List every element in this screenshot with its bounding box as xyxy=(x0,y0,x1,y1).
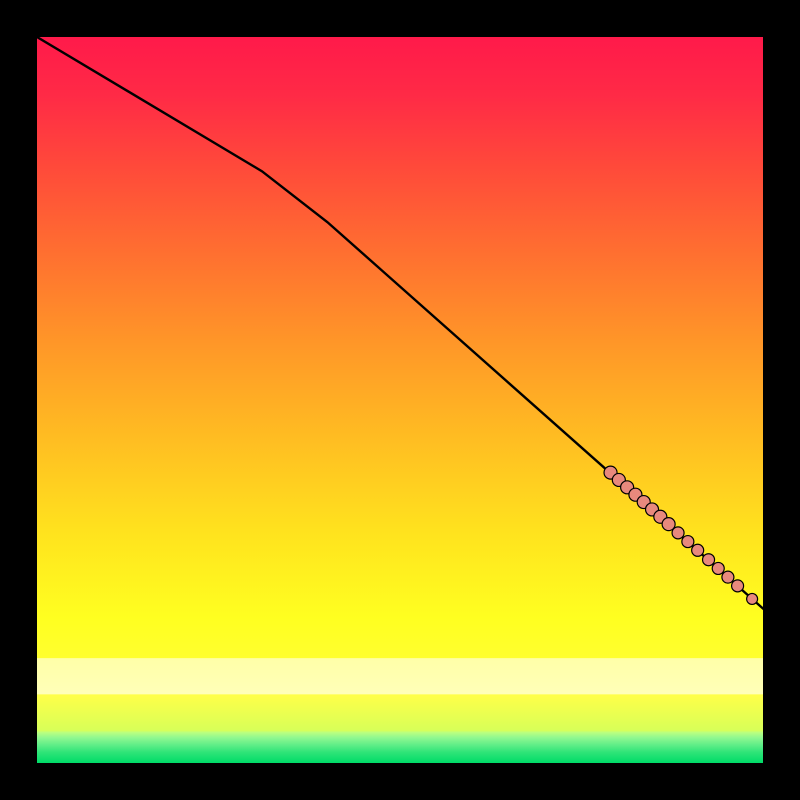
chart-svg xyxy=(0,0,800,800)
marker-point xyxy=(732,580,744,592)
marker-point xyxy=(672,527,684,539)
chart-canvas: TheBottleneck.com xyxy=(0,0,800,800)
gradient-plot-area xyxy=(37,37,763,763)
marker-point xyxy=(692,544,704,556)
marker-point xyxy=(712,562,724,574)
marker-point xyxy=(747,593,758,604)
marker-point xyxy=(703,554,715,566)
marker-point xyxy=(682,536,694,548)
marker-point xyxy=(722,571,734,583)
